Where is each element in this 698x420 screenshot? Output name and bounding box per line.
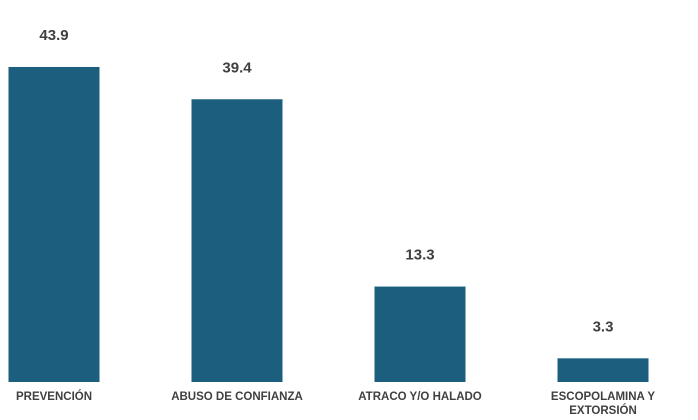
category-label-4-line-1: ESCOPOLAMINA Y (551, 391, 655, 403)
category-label-2: ABUSO DE CONFIANZA (171, 391, 303, 403)
bar-3 (374, 286, 466, 382)
bar-1 (8, 66, 100, 382)
value-label-1: 43.9 (39, 27, 68, 44)
category-label-1: PREVENCIÓN (16, 390, 92, 403)
value-label-4: 3.3 (593, 318, 614, 335)
bar-4 (557, 358, 649, 382)
value-labels-group: 43.9 39.4 13.3 3.3 (39, 27, 613, 335)
bar-2 (191, 99, 283, 383)
category-label-4-line-2: EXTORSIÓN (569, 404, 637, 417)
value-label-2: 39.4 (222, 59, 252, 76)
value-label-3: 13.3 (405, 247, 434, 264)
category-labels-group: PREVENCIÓN ABUSO DE CONFIANZA ATRACO Y/O H… (16, 390, 655, 417)
category-label-3: ATRACO Y/O HALADO (358, 391, 482, 403)
bars-group (8, 66, 649, 383)
